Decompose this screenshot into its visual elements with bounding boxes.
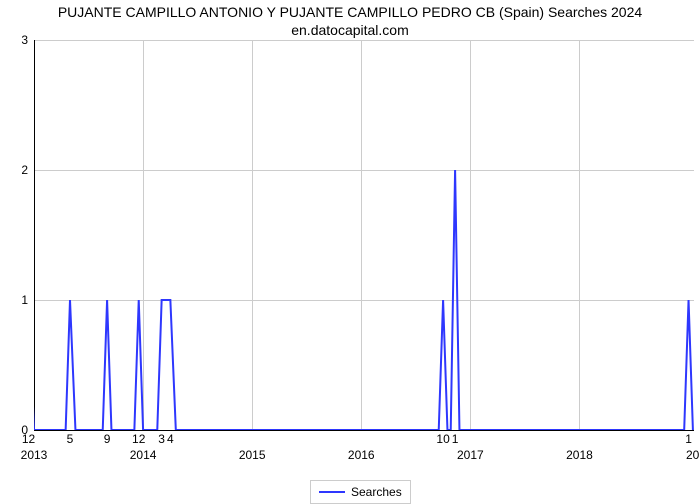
legend: Searches	[310, 480, 411, 504]
legend-swatch	[319, 491, 345, 493]
x-minor-tick-label: 12	[22, 432, 35, 446]
x-minor-tick-label: 12	[132, 432, 145, 446]
y-tick-label: 1	[12, 293, 28, 307]
chart-title: PUJANTE CAMPILLO ANTONIO Y PUJANTE CAMPI…	[0, 4, 700, 39]
x-major-tick-label: 2015	[239, 448, 266, 462]
x-major-tick-label: 2018	[566, 448, 593, 462]
x-axis-line	[34, 430, 694, 431]
x-major-tick-label: 2017	[457, 448, 484, 462]
x-minor-tick-label: 10	[436, 432, 449, 446]
legend-label: Searches	[351, 485, 402, 499]
x-minor-tick-label: 1	[685, 432, 692, 446]
x-major-tick-label: 2014	[130, 448, 157, 462]
y-tick-label: 3	[12, 33, 28, 47]
x-major-tick-label-clipped: 201	[686, 448, 700, 462]
x-minor-tick-label: 5	[67, 432, 74, 446]
chart-container: PUJANTE CAMPILLO ANTONIO Y PUJANTE CAMPI…	[0, 0, 700, 500]
y-tick-label: 2	[12, 163, 28, 177]
series-line	[34, 40, 694, 430]
plot-area	[34, 40, 694, 430]
x-minor-tick-label: 9	[104, 432, 111, 446]
x-minor-tick-label: 4	[167, 432, 174, 446]
x-major-tick-label: 2016	[348, 448, 375, 462]
x-major-tick-label: 2013	[21, 448, 48, 462]
x-minor-tick-label: 1	[452, 432, 459, 446]
x-minor-tick-label: 3	[158, 432, 165, 446]
